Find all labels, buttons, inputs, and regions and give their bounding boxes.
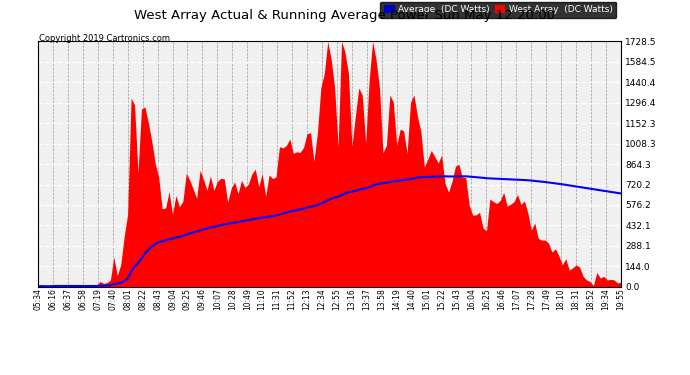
Legend: Average  (DC Watts), West Array  (DC Watts): Average (DC Watts), West Array (DC Watts… [380,2,616,18]
Text: West Array Actual & Running Average Power Sun May 12 20:00: West Array Actual & Running Average Powe… [135,9,555,22]
Text: Copyright 2019 Cartronics.com: Copyright 2019 Cartronics.com [39,34,170,43]
